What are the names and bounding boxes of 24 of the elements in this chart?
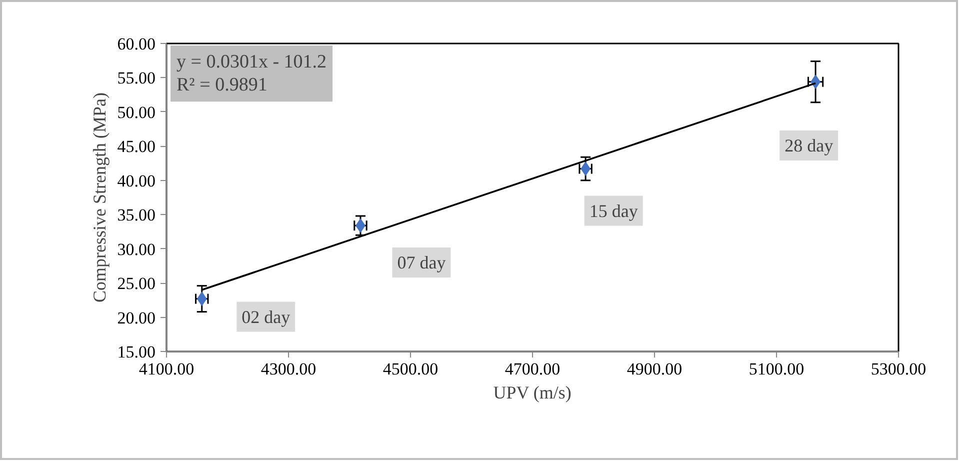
y-tick-label: 55.00 xyxy=(117,68,156,88)
annotation: 15 day xyxy=(589,200,638,221)
y-tick-label: 25.00 xyxy=(117,274,156,294)
annotation: y = 0.0301x - 101.2 R² = 0.9891 xyxy=(176,52,327,96)
x-tick-label: 4700.00 xyxy=(504,360,560,378)
y-tick-label: 60.00 xyxy=(117,34,156,54)
x-tick-label: 5100.00 xyxy=(748,360,804,378)
y-tick-label: 45.00 xyxy=(117,137,156,156)
y-tick-label: 15.00 xyxy=(117,342,156,362)
x-tick-label: 4100.00 xyxy=(138,360,194,378)
y-axis-title: Compressive Strength (MPa) xyxy=(89,92,110,302)
y-tick-label: 20.00 xyxy=(117,308,156,328)
x-axis-title: UPV (m/s) xyxy=(493,382,572,402)
y-tick-label: 40.00 xyxy=(117,171,156,190)
y-tick-label: 35.00 xyxy=(117,206,156,225)
x-tick-label: 4500.00 xyxy=(382,360,438,378)
y-tick-label: 30.00 xyxy=(117,240,156,259)
annotation: 07 day xyxy=(397,252,446,273)
annotation: 02 day xyxy=(242,306,290,327)
x-tick-label: 4900.00 xyxy=(626,360,682,378)
annotation: 28 day xyxy=(784,135,834,156)
x-tick-label: 4300.00 xyxy=(260,360,316,378)
x-tick-label: 5300.00 xyxy=(870,360,926,378)
y-tick-label: 50.00 xyxy=(117,102,156,122)
